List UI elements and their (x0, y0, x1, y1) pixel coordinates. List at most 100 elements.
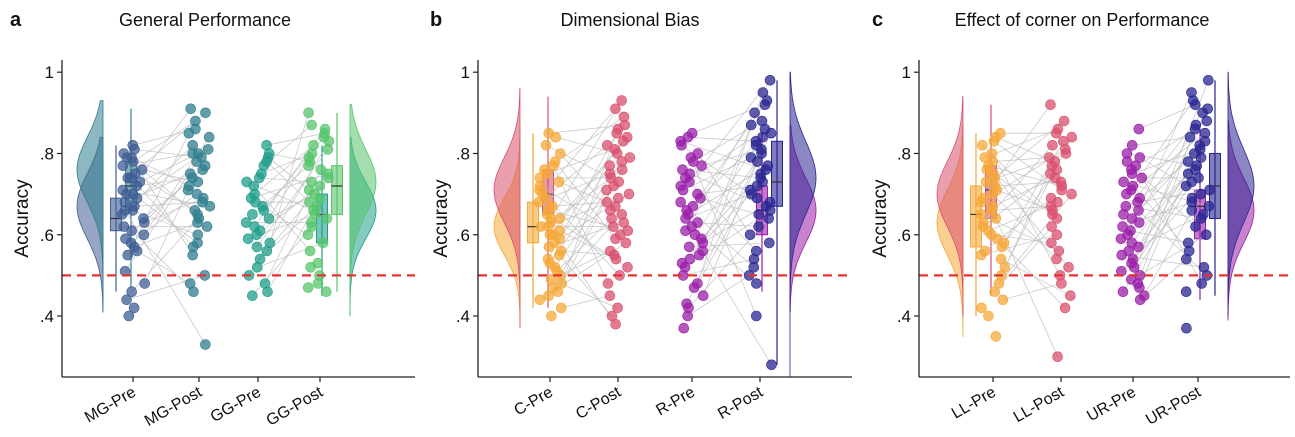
data-point (607, 221, 619, 232)
pair-line (682, 169, 761, 179)
data-point (751, 278, 762, 289)
pair-line (992, 193, 1057, 260)
pair-line (561, 295, 610, 309)
pair-line (996, 238, 1066, 309)
data-point (126, 225, 137, 236)
pair-line (1138, 173, 1189, 223)
data-point (750, 310, 762, 322)
data-point (763, 237, 775, 249)
data-point (611, 148, 623, 159)
data-point (302, 229, 314, 241)
data-point (988, 136, 1000, 147)
pair-line (134, 173, 196, 211)
data-point (550, 131, 562, 143)
data-point (976, 140, 988, 151)
data-point (1052, 351, 1063, 363)
data-point (204, 201, 216, 212)
pair-line (680, 128, 766, 187)
data-point (623, 188, 635, 200)
data-point (544, 229, 556, 241)
data-point (200, 339, 211, 350)
data-point (192, 176, 204, 188)
data-point (197, 164, 208, 175)
pair-line (1135, 165, 1203, 284)
pair-line (144, 189, 189, 284)
data-point (251, 241, 263, 253)
data-point (752, 156, 763, 167)
data-point (677, 184, 689, 196)
data-point (1181, 322, 1192, 334)
data-point (680, 225, 691, 236)
data-point (1066, 188, 1077, 200)
data-point (693, 249, 705, 261)
x-tick-label: C-Pre (511, 384, 556, 420)
pair-line (1002, 283, 1062, 301)
data-point (751, 192, 763, 204)
data-point (682, 310, 694, 322)
panel-b: b Dimensional Bias Accuracy .4 .6 .8 1 C-Pre C-P… (430, 9, 852, 423)
y-axis-label: Accuracy (12, 179, 33, 258)
data-point (139, 217, 150, 228)
data-point (975, 196, 987, 208)
x-tick-label: LL-Pre (949, 384, 999, 423)
data-point (553, 249, 565, 261)
data-point (253, 172, 265, 184)
data-point (321, 213, 333, 224)
y-tick-label: .4 (40, 307, 54, 326)
data-point (1065, 290, 1076, 302)
data-point (748, 261, 760, 273)
data-point (247, 209, 258, 220)
pair-line (256, 149, 329, 248)
pair-line (1139, 234, 1207, 276)
pair-line (545, 144, 608, 199)
pair-line (1130, 80, 1209, 280)
panel-letter: a (10, 9, 22, 31)
density-left-MG-Post (76, 100, 104, 308)
data-point (1050, 127, 1062, 139)
data-point (191, 156, 202, 167)
data-point (304, 245, 316, 257)
x-tick-label: R-Post (715, 383, 766, 422)
pair-line (692, 100, 768, 207)
data-point (997, 294, 1009, 306)
data-point (1059, 302, 1071, 314)
data-point (306, 119, 318, 131)
x-tick-label: GG-Post (264, 383, 327, 429)
data-point (305, 261, 316, 273)
boxplot-R-Post (771, 80, 783, 365)
pair-line (556, 218, 612, 272)
pair-line (269, 112, 309, 244)
data-point (263, 213, 275, 224)
data-point (1128, 261, 1140, 273)
data-point (322, 144, 334, 155)
pair-line (1143, 210, 1193, 296)
data-point (675, 196, 687, 208)
pair-line (1001, 258, 1071, 297)
data-point (555, 302, 567, 314)
data-point (1116, 249, 1127, 261)
y-tick-label: .8 (40, 144, 54, 163)
pair-line (538, 173, 611, 203)
data-point (1195, 152, 1207, 163)
data-point (1115, 233, 1127, 245)
data-point (1186, 205, 1198, 216)
data-point (1121, 188, 1132, 200)
data-point (604, 290, 616, 302)
data-point (554, 213, 566, 224)
pair-line (992, 177, 1056, 207)
data-point (612, 302, 623, 314)
pair-line (683, 258, 755, 276)
data-point (996, 241, 1008, 253)
pair-line (550, 100, 623, 219)
data-point (261, 245, 273, 257)
data-point (684, 176, 695, 188)
data-point (258, 205, 270, 216)
data-point (1200, 229, 1212, 241)
data-point (131, 245, 143, 257)
data-point (123, 310, 135, 322)
data-point (1060, 148, 1072, 159)
data-point (620, 237, 632, 249)
data-point (1118, 176, 1129, 188)
pair-line (697, 222, 759, 227)
data-point (1047, 140, 1058, 151)
